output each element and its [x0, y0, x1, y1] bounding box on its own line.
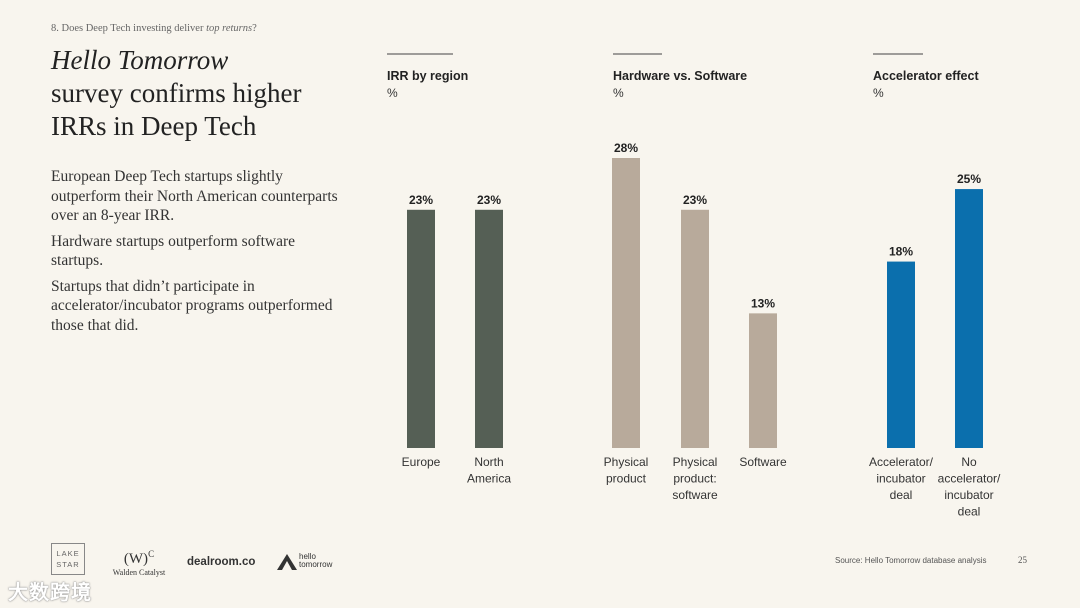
- chart-1-category-2-line-1: North: [474, 455, 503, 469]
- chart-3-unit: %: [873, 86, 884, 100]
- hello-tomorrow-icon: [277, 554, 297, 570]
- chart-2-title: Hardware vs. Software: [613, 69, 747, 83]
- chart-1-bar-2: [475, 209, 503, 448]
- chart-2-unit: %: [613, 86, 624, 100]
- chart-1-bar-1: [407, 209, 435, 448]
- chart-3-category-2-line-1: No: [961, 455, 977, 469]
- chart-2-category-2-line-2: product:: [673, 472, 716, 486]
- page-number: 25: [1018, 555, 1027, 565]
- chart-2-category-3-line-1: Software: [739, 455, 787, 469]
- page-title: Hello Tomorrow survey confirms higher IR…: [51, 44, 351, 143]
- chart-2-bar-1: [612, 158, 640, 448]
- hello-line2: tomorrow: [299, 560, 333, 569]
- title-line-2: IRRs in Deep Tech: [51, 111, 257, 141]
- hello-line1: hello: [299, 552, 316, 561]
- walden-mark: (W): [123, 551, 149, 567]
- lakestar-logo-line2: STAR: [56, 560, 80, 569]
- title-line-1: survey confirms higher: [51, 78, 302, 108]
- watermark: 大数跨境: [8, 582, 92, 604]
- chart-2-bar-3: [749, 313, 777, 448]
- chart-3-data-label-2: 25%: [957, 172, 981, 186]
- walden-catalyst-logo: (W)C Walden Catalyst: [108, 545, 170, 577]
- chart-2-category-2-line-3: software: [672, 488, 718, 502]
- breadcrumb-text: 8. Does Deep Tech investing deliver: [51, 23, 207, 34]
- chart-3-category-1-line-3: deal: [890, 488, 913, 502]
- chart-3-category-1-line-2: incubator: [876, 472, 925, 486]
- dealroom-logo: dealroom.co: [187, 556, 256, 568]
- chart-1-data-label-1: 23%: [409, 193, 433, 207]
- lakestar-logo-line1: LAKE: [56, 549, 80, 558]
- chart-3-category-2-line-4: deal: [958, 505, 981, 519]
- breadcrumb-emphasis: top returns: [206, 23, 253, 34]
- lakestar-logo: LAKE STAR: [51, 543, 85, 575]
- chart-1-title: IRR by region: [387, 69, 468, 83]
- chart-1-data-label-2: 23%: [477, 193, 501, 207]
- chart-2-category-1-line-1: Physical: [604, 455, 649, 469]
- chart-2-data-label-1: 28%: [614, 141, 638, 155]
- key-findings: European Deep Tech startups slightly out…: [51, 167, 341, 341]
- chart-2-bar-2: [681, 209, 709, 448]
- breadcrumb: 8. Does Deep Tech investing deliver top …: [51, 23, 257, 34]
- chart-2-category-1-line-2: product: [606, 472, 647, 486]
- chart-1-category-1-line-1: Europe: [402, 455, 441, 469]
- chart-1-unit: %: [387, 86, 398, 100]
- walden-sup: C: [148, 549, 155, 559]
- walden-name: Walden Catalyst: [112, 568, 166, 577]
- chart-3-bar-2: [955, 189, 983, 449]
- chart-3-category-1-line-1: Accelerator/: [869, 455, 934, 469]
- chart-2-data-label-3: 13%: [751, 296, 775, 310]
- chart-3-title: Accelerator effect: [873, 69, 979, 83]
- title-italic: Hello Tomorrow: [51, 45, 229, 75]
- chart-2-category-2-line-1: Physical: [673, 455, 718, 469]
- chart-3-category-2-line-2: accelerator/: [938, 472, 1001, 486]
- hello-tomorrow-logo: hello tomorrow: [277, 553, 332, 576]
- chart-2-data-label-2: 23%: [683, 193, 707, 207]
- finding-2: Hardware startups outperform software st…: [51, 232, 296, 270]
- breadcrumb-suffix: ?: [252, 23, 257, 34]
- finding-1: European Deep Tech startups slightly out…: [51, 168, 338, 224]
- chart-3-category-2-line-3: incubator: [944, 488, 993, 502]
- chart-1-category-2-line-2: America: [467, 472, 511, 486]
- chart-3-data-label-1: 18%: [889, 245, 913, 259]
- chart-3-bar-1: [887, 261, 915, 448]
- finding-3: Startups that didn’t participate in acce…: [51, 277, 333, 334]
- source-note: Source: Hello Tomorrow database analysis: [835, 556, 987, 565]
